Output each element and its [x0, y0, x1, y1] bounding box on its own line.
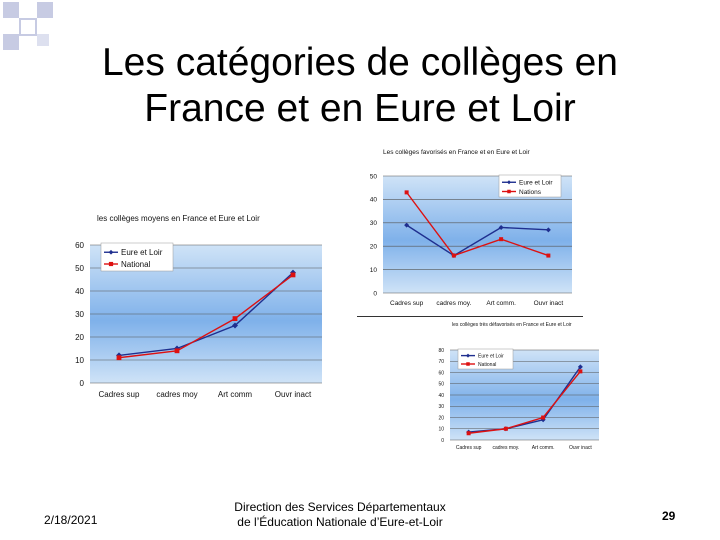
chart-title: les collèges moyens en France et Eure et…: [97, 214, 260, 223]
y-tick-label: 80: [438, 348, 444, 354]
y-tick-label: 60: [75, 241, 84, 250]
data-point-national: [116, 355, 122, 361]
footer-line2: de l’Éducation Nationale d’Eure-et-Loir: [237, 515, 443, 529]
y-tick-label: 50: [75, 264, 84, 273]
deco-square: [3, 2, 19, 18]
page-number: 29: [662, 509, 676, 523]
y-tick-label: 0: [373, 290, 377, 297]
slide-title-line2: France et en Eure et Loir: [144, 87, 576, 130]
legend-label: Eure et Loir: [519, 180, 553, 187]
chart-colleges-favorises: Les collèges favorisés en France et en E…: [355, 145, 580, 317]
decorative-squares: [3, 2, 53, 50]
data-point-national: [404, 190, 409, 195]
chart-colleges-moyens: les collèges moyens en France et Eure et…: [55, 205, 330, 405]
deco-square: [37, 2, 53, 18]
y-tick-label: 40: [75, 287, 84, 296]
series-line: [468, 370, 581, 434]
slide-date: 2/18/2021: [44, 513, 98, 527]
deco-square: [37, 34, 49, 46]
footer-line1: Direction des Services Départementaux: [234, 500, 446, 514]
data-point-national: [541, 415, 546, 420]
x-tick-label: Cadres sup: [456, 445, 482, 451]
y-tick-label: 20: [370, 243, 378, 250]
y-tick-label: 10: [75, 356, 84, 365]
data-point-national: [174, 348, 180, 354]
slide-title-line1: Les catégories de collèges en: [101, 41, 618, 84]
legend-swatch-marker: [507, 189, 511, 194]
y-tick-label: 20: [75, 333, 84, 342]
data-point-national: [451, 253, 456, 258]
chart-svg: les collèges moyens en France et Eure et…: [75, 214, 322, 399]
data-point-eure-et-loir: [577, 364, 583, 370]
y-tick-label: 30: [438, 404, 444, 410]
x-tick-label: Cadres sup: [99, 390, 140, 399]
y-tick-label: 40: [438, 393, 444, 399]
legend-swatch-marker: [466, 353, 470, 358]
x-tick-label: Cadres sup: [390, 300, 424, 307]
data-point-eure-et-loir: [498, 224, 504, 230]
legend-label: Eure et Loir: [478, 353, 504, 359]
legend-label: National: [478, 362, 496, 368]
chart-svg: les collèges très défavorisés en France …: [438, 322, 599, 451]
data-point-national: [499, 237, 504, 242]
chart-separator: [357, 316, 583, 317]
y-tick-label: 60: [438, 370, 444, 376]
legend-label: National: [121, 260, 151, 269]
data-point-national: [578, 369, 583, 374]
x-tick-label: Art comm: [218, 390, 253, 399]
data-point-national: [290, 272, 296, 278]
chart-svg: Les collèges favorisés en France et en E…: [370, 149, 572, 307]
y-tick-label: 30: [370, 220, 378, 227]
x-tick-label: Art comm.: [486, 300, 516, 307]
slide-footer: Direction des Services Départementaux de…: [200, 500, 480, 530]
y-tick-label: 50: [438, 382, 444, 388]
data-point-national: [466, 431, 471, 436]
legend-swatch-marker: [108, 261, 114, 267]
series-line: [118, 274, 294, 359]
data-point-eure-et-loir: [404, 222, 410, 228]
y-tick-label: 0: [80, 379, 85, 388]
series-line: [406, 224, 549, 257]
data-point-national: [503, 426, 508, 431]
x-tick-label: Art comm.: [532, 445, 555, 451]
y-tick-label: 10: [370, 267, 378, 274]
y-tick-label: 20: [438, 415, 444, 421]
y-tick-label: 10: [438, 427, 444, 433]
legend-swatch-marker: [466, 362, 470, 366]
y-tick-label: 0: [441, 438, 444, 444]
x-tick-label: cadres moy: [156, 390, 197, 399]
legend-label: Eure et Loir: [121, 248, 163, 257]
y-tick-label: 70: [438, 359, 444, 365]
data-point-eure-et-loir: [545, 227, 551, 233]
x-tick-label: cadres moy.: [436, 300, 471, 307]
legend-box: [100, 242, 174, 272]
data-point-national: [232, 316, 238, 321]
chart-colleges-tres-defavorises: les collèges très défavorisés en France …: [428, 316, 603, 460]
chart-title: les collèges très défavorisés en France …: [452, 322, 572, 328]
data-point-eure-et-loir: [232, 322, 238, 329]
x-tick-label: Ouvr inact: [569, 445, 592, 451]
deco-square: [3, 34, 19, 50]
x-tick-label: Ouvr inact: [275, 390, 312, 399]
y-tick-label: 30: [75, 310, 84, 319]
legend-swatch-marker: [108, 249, 114, 255]
x-tick-label: Ouvr inact: [534, 300, 564, 307]
legend-label: Nations: [519, 189, 542, 196]
series-line: [118, 272, 294, 357]
deco-square: [19, 18, 37, 36]
x-tick-label: cadres moy.: [492, 445, 519, 451]
chart-title: Les collèges favorisés en France et en E…: [383, 149, 531, 156]
data-point-national: [546, 253, 551, 258]
y-tick-label: 40: [370, 197, 378, 204]
legend-swatch-marker: [507, 180, 511, 185]
y-tick-label: 50: [370, 173, 378, 180]
series-line: [406, 191, 549, 257]
slide-title: Les catégories de collèges en France et …: [40, 40, 680, 132]
